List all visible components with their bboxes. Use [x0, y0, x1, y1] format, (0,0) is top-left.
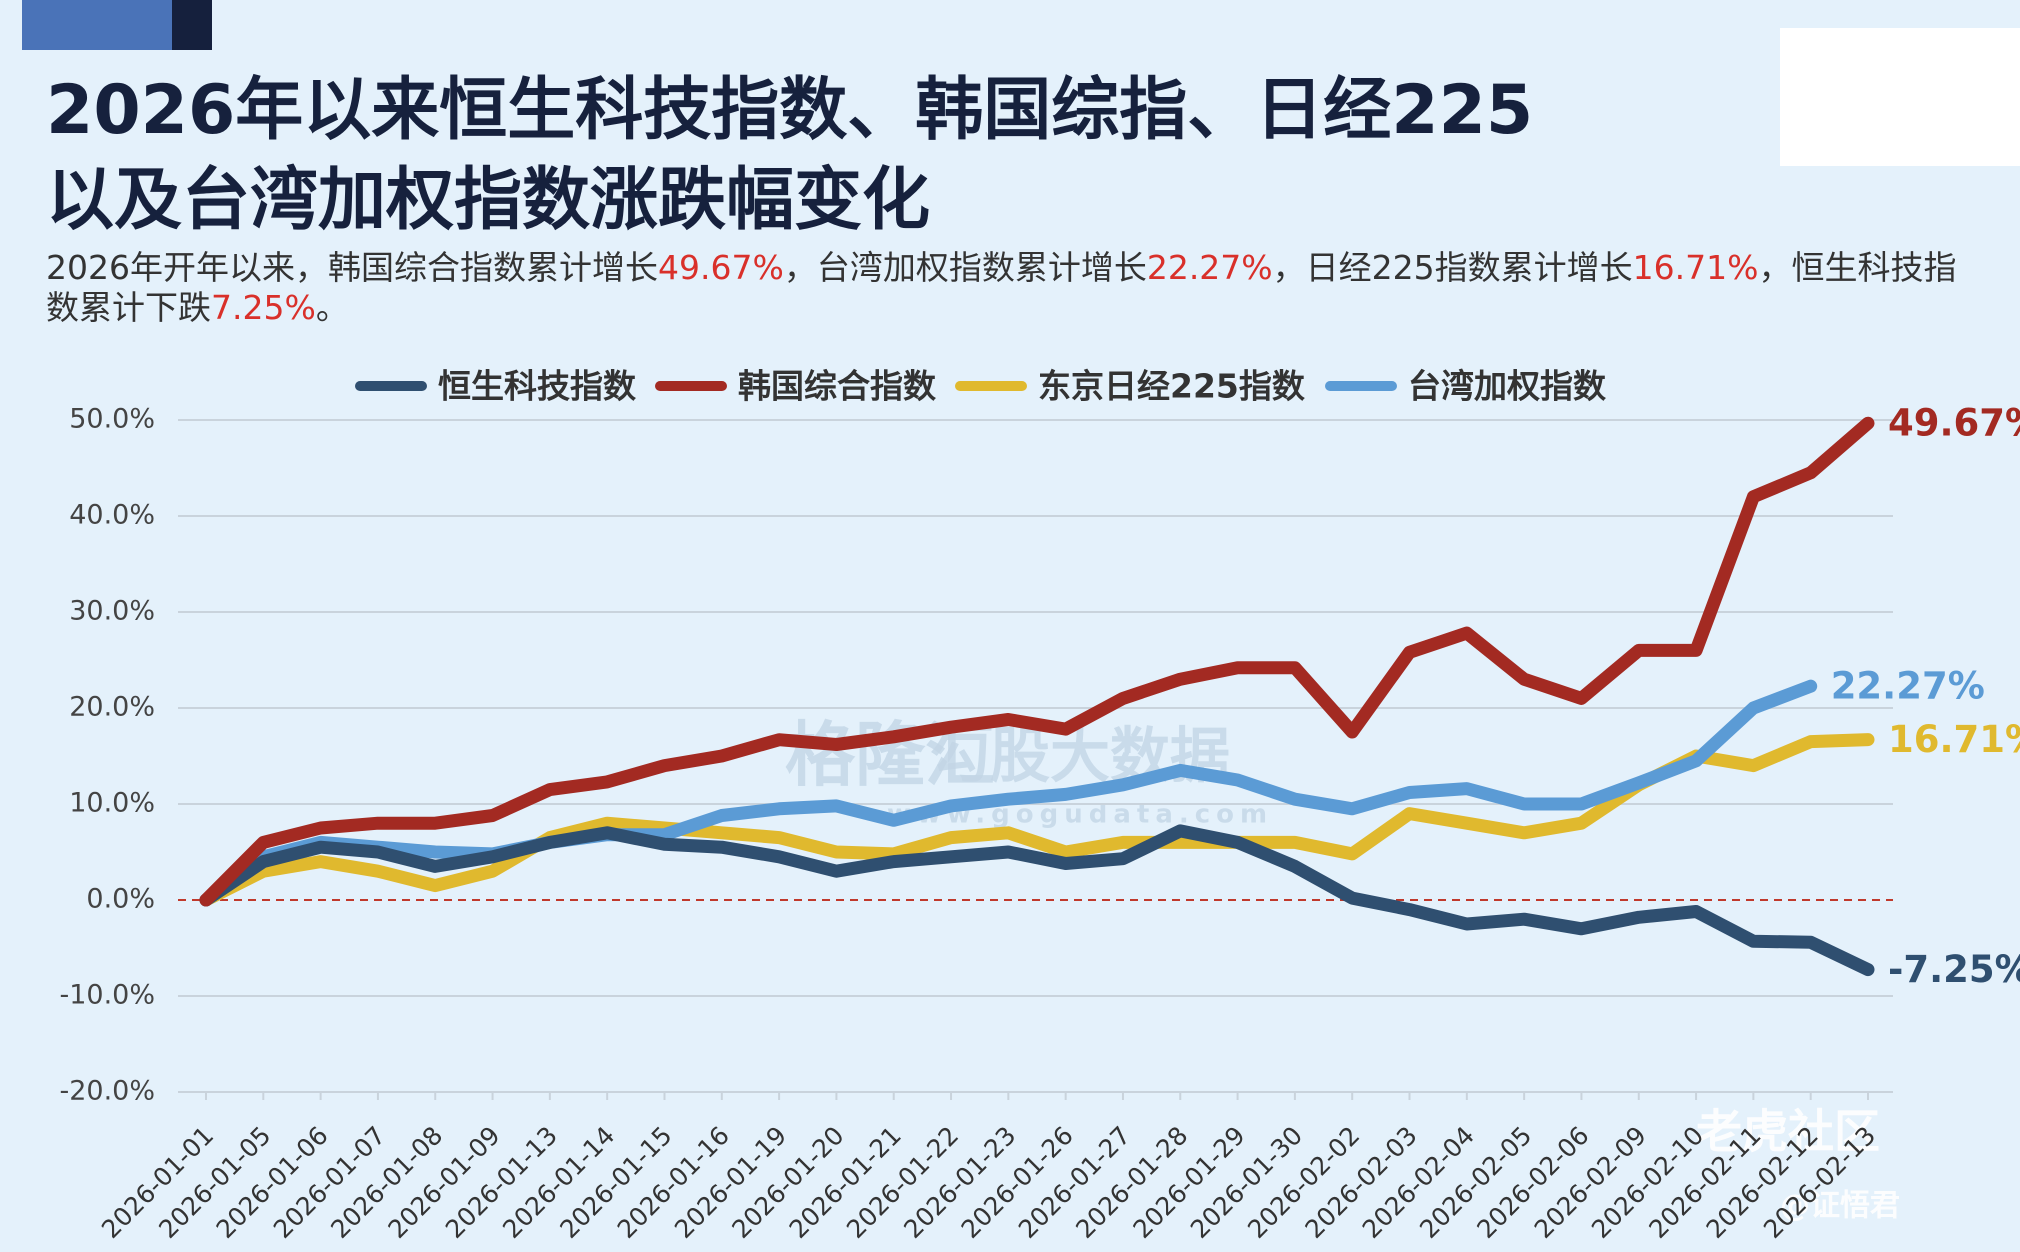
- legend-label: 恒生科技指数: [438, 367, 637, 406]
- subtitle-segment: 16.71%: [1632, 248, 1759, 287]
- series-line: [199, 733, 1875, 907]
- subtitle-segment: 49.67%: [657, 248, 784, 287]
- end-label: 22.27%: [1831, 665, 1985, 708]
- subtitle-segment: ，日经225指数累计增长: [1272, 248, 1633, 287]
- legend-label: 台湾加权指数: [1408, 367, 1607, 406]
- series-line: [199, 416, 1875, 907]
- subtitle-segment: 22.27%: [1146, 248, 1273, 287]
- title-line: 2026年以来恒生科技指数、韩国综指、日经225: [46, 71, 1534, 150]
- y-tick-label: 20.0%: [69, 692, 155, 723]
- decoration: [22, 0, 172, 50]
- series-line: [199, 679, 1818, 907]
- y-tick-label: 0.0%: [86, 884, 155, 915]
- y-tick-label: 30.0%: [69, 596, 155, 627]
- series-line: [199, 824, 1875, 977]
- blank-box: [1780, 28, 2020, 166]
- y-tick-label: 50.0%: [69, 404, 155, 435]
- watermark: @证悟君: [1780, 1189, 1900, 1224]
- title-line: 以及台湾加权指数涨跌幅变化: [46, 161, 931, 240]
- subtitle-segment: 。: [315, 288, 349, 327]
- subtitle-segment: 2026年开年以来，韩国综合指数累计增长: [46, 248, 658, 287]
- legend-label: 韩国综合指数: [738, 367, 937, 406]
- subtitle-segment: 7.25%: [211, 288, 316, 327]
- y-tick-label: -20.0%: [59, 1076, 155, 1107]
- end-label: -7.25%: [1888, 948, 2020, 991]
- end-label: 16.71%: [1888, 718, 2020, 761]
- subtitle-segment: ，台湾加权指数累计增长: [783, 248, 1147, 287]
- watermark: 勾股大数据: [930, 722, 1230, 792]
- legend-label: 东京日经225指数: [1038, 367, 1306, 406]
- watermark: 老虎社区: [1696, 1105, 1880, 1159]
- decoration: [172, 0, 212, 50]
- subtitle-segment: ，恒生科技指数累计下跌: [46, 248, 1957, 327]
- chart-title: 2026年以来恒生科技指数、韩国综指、日经225 以及台湾加权指数涨跌幅变化: [46, 66, 1533, 246]
- end-label: 49.67%: [1888, 402, 2020, 445]
- y-tick-label: 10.0%: [69, 788, 155, 819]
- subtitle: 2026年开年以来，韩国综合指数累计增长49.67%，台湾加权指数累计增长22.…: [46, 248, 1986, 328]
- y-tick-label: -10.0%: [59, 980, 155, 1011]
- y-tick-label: 40.0%: [69, 500, 155, 531]
